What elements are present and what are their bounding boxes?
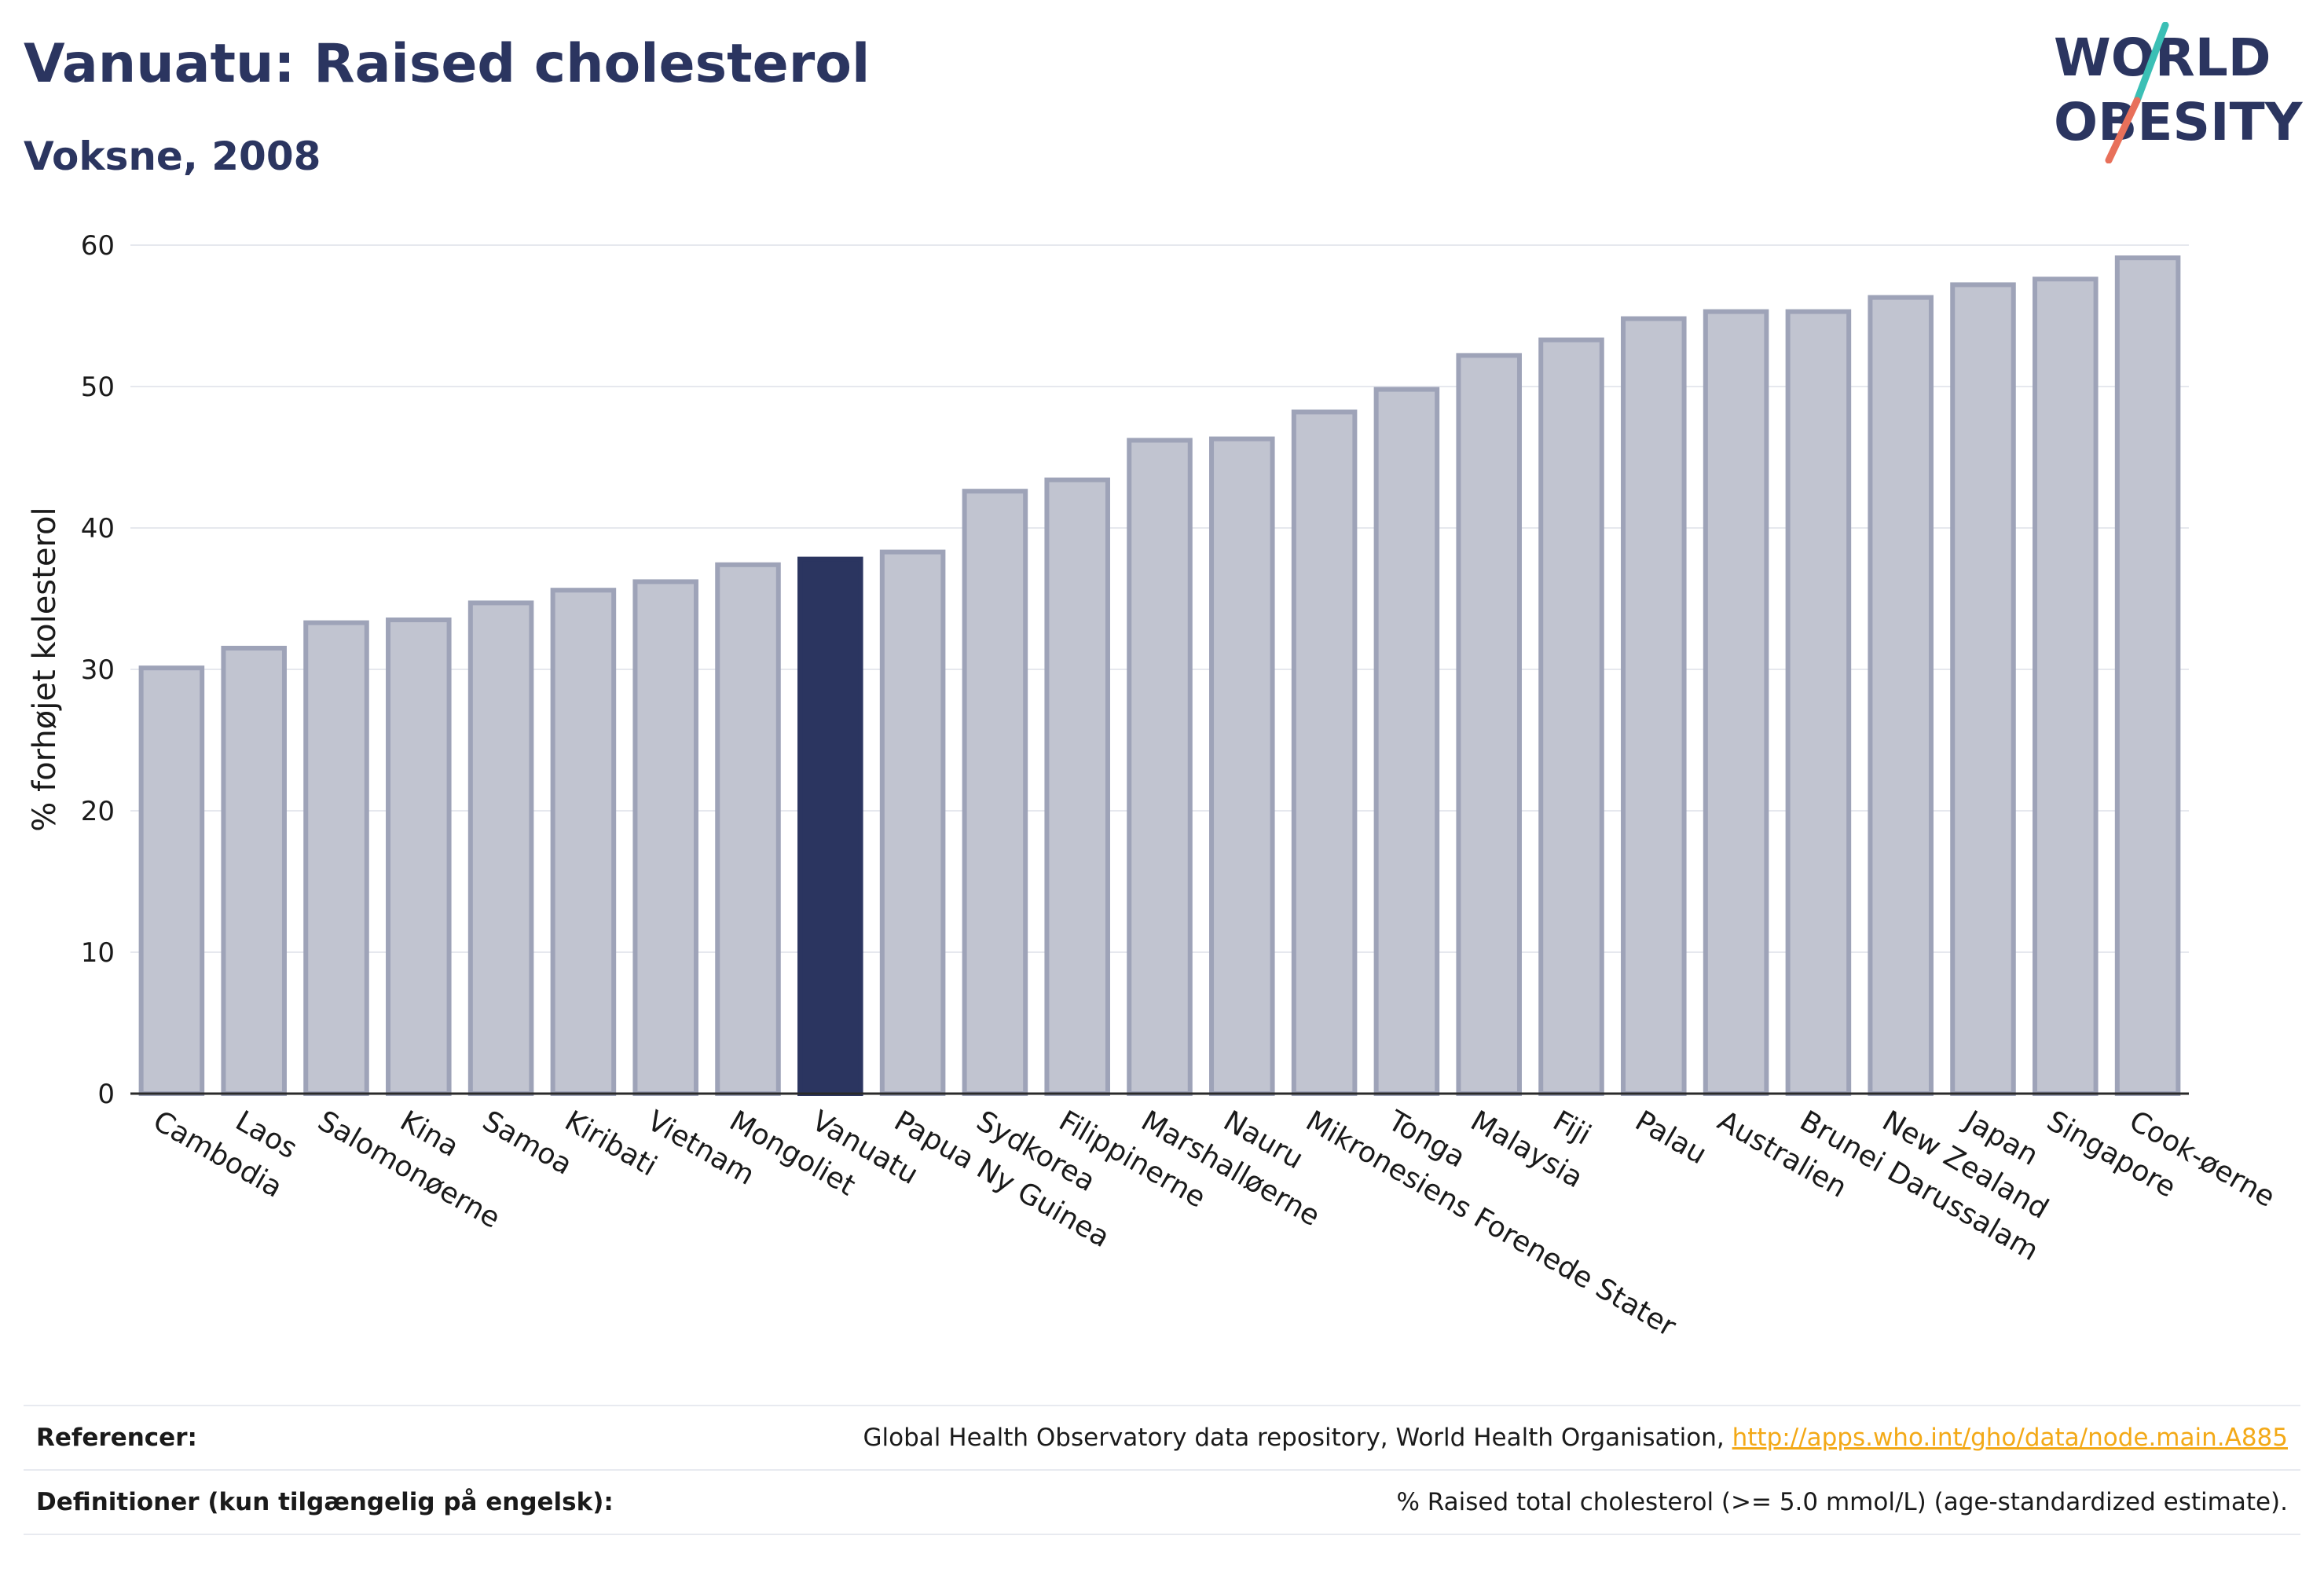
references-row: Referencer: Global Health Observatory da…	[24, 1405, 2300, 1469]
bar	[1209, 436, 1275, 1097]
bar	[1127, 438, 1193, 1096]
bar	[797, 556, 863, 1097]
bar	[2114, 255, 2181, 1097]
y-tick-label: 50	[81, 372, 115, 403]
y-axis-title: % forhøjet kolesterol	[27, 507, 63, 831]
bar	[1950, 282, 2016, 1096]
bar	[550, 588, 617, 1096]
bar	[386, 618, 452, 1096]
x-tick-label: Kiribati	[559, 1105, 662, 1182]
chart-title: Vanuatu: Raised cholesterol	[24, 33, 871, 95]
references-value: Global Health Observatory data repositor…	[863, 1424, 2300, 1452]
logo-slash-teal	[2133, 22, 2169, 104]
references-label: Referencer:	[36, 1424, 197, 1452]
bar	[1373, 387, 1440, 1097]
bar	[138, 665, 205, 1096]
bar	[1538, 337, 1604, 1097]
bar	[1291, 409, 1358, 1096]
bar	[1621, 316, 1687, 1097]
y-tick-label: 0	[97, 1079, 115, 1110]
logo-line-2: OBESITY	[2054, 92, 2304, 152]
y-tick-label: 20	[81, 796, 115, 827]
bar	[1785, 309, 1852, 1097]
definitions-label: Definitioner (kun tilgængelig på engelsk…	[36, 1488, 614, 1516]
bar	[221, 646, 287, 1096]
bar	[303, 620, 369, 1096]
footer: Referencer: Global Health Observatory da…	[24, 1405, 2300, 1535]
x-tick-label: Fiji	[1548, 1105, 1596, 1152]
y-tick-label: 30	[81, 654, 115, 686]
y-tick-label: 40	[81, 513, 115, 544]
bar	[962, 489, 1028, 1096]
x-tick-label: Samoa	[477, 1105, 577, 1182]
bar	[1868, 295, 1934, 1097]
y-tick-label: 10	[81, 937, 115, 969]
bar	[715, 562, 781, 1096]
references-link[interactable]: http://apps.who.int/gho/data/node.main.A…	[1732, 1424, 2288, 1452]
bar	[632, 579, 698, 1096]
bar	[1456, 353, 1522, 1096]
y-tick-label: 60	[81, 230, 115, 262]
logo-slash-coral	[2105, 97, 2141, 163]
definitions-value: % Raised total cholesterol (>= 5.0 mmol/…	[1396, 1488, 2288, 1516]
bar	[1044, 477, 1110, 1096]
chart-subtitle: Voksne, 2008	[24, 134, 321, 179]
bar	[467, 600, 534, 1096]
x-tick-label: Palau	[1629, 1105, 1712, 1171]
bar	[2033, 277, 2099, 1097]
bar	[879, 549, 946, 1097]
references-text: Global Health Observatory data repositor…	[863, 1424, 1732, 1452]
bar	[1703, 309, 1769, 1097]
world-obesity-logo: WORLD OBESITY	[2054, 22, 2304, 163]
definitions-row: Definitioner (kun tilgængelig på engelsk…	[24, 1469, 2300, 1535]
